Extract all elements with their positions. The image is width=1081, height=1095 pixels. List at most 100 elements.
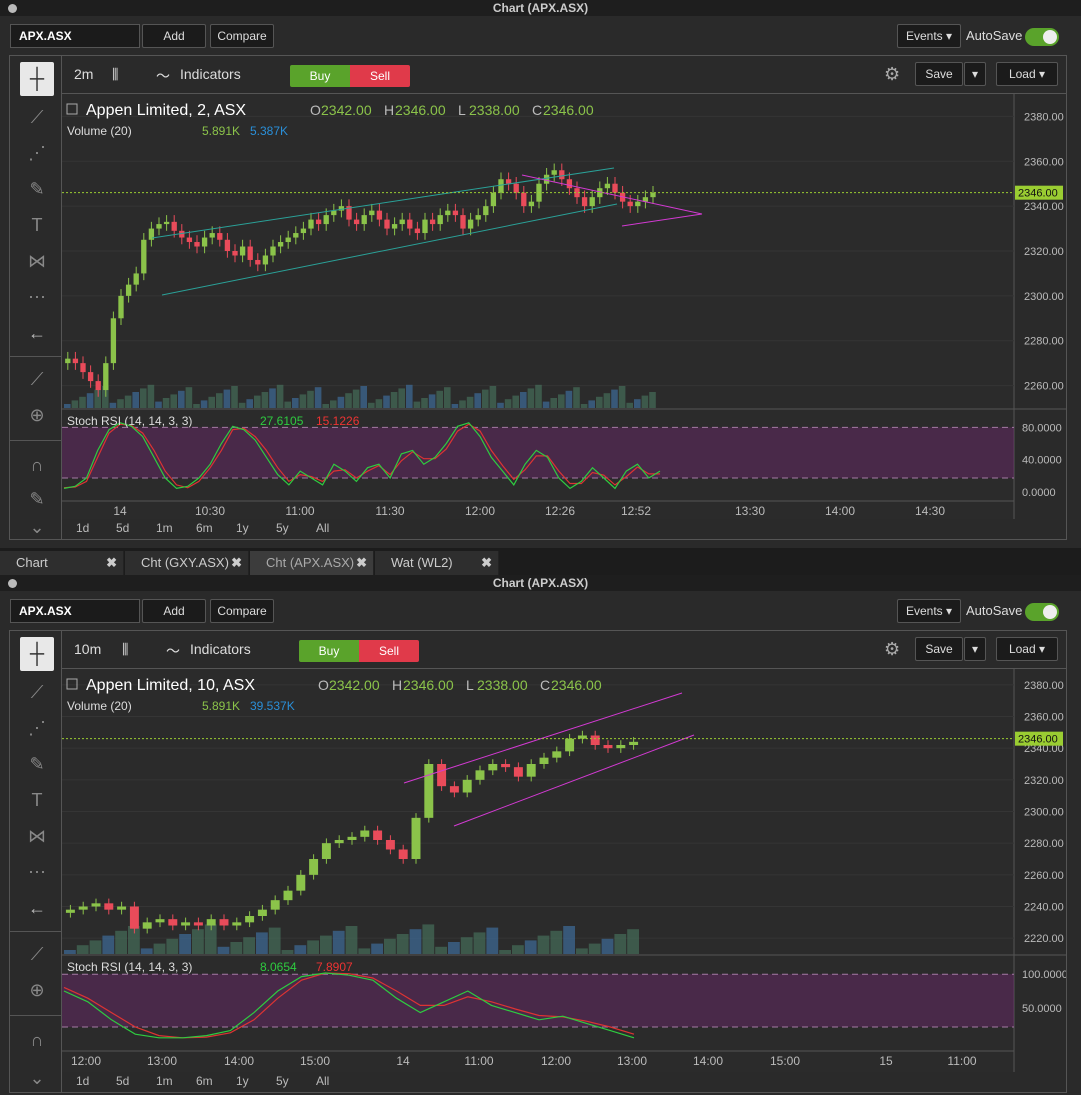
events-dropdown[interactable]: Events ▾ (897, 599, 961, 623)
save-dropdown-icon[interactable]: ▾ (964, 637, 986, 661)
candle-body (283, 890, 293, 901)
volume-bar (435, 946, 447, 954)
range-button-all[interactable]: All (316, 1074, 330, 1088)
close-icon[interactable]: ✖ (356, 555, 367, 570)
pencil-lock-icon[interactable]: ✎ (29, 488, 45, 509)
tab-chart[interactable]: Chart ✖ (0, 551, 124, 575)
range-button-1d[interactable]: 1d (76, 521, 90, 535)
crosshair-icon[interactable]: ┼ (20, 637, 54, 671)
crosshair-icon[interactable]: ┼ (20, 62, 54, 96)
back-arrow-icon[interactable]: ← (28, 897, 46, 918)
volume-bar (396, 934, 409, 954)
compare-button[interactable]: Compare (210, 24, 274, 48)
range-button-5d[interactable]: 5d (116, 521, 130, 535)
pitchfork-icon[interactable]: ⋰ (28, 717, 46, 738)
text-tool-icon[interactable]: T (31, 789, 43, 810)
measure-icon[interactable]: ⋯ (28, 286, 46, 307)
magnet-icon[interactable]: ∩ (30, 454, 44, 475)
brush-icon[interactable]: ✎ (29, 178, 45, 199)
chevron-down-icon[interactable]: ⌄ (29, 1067, 45, 1088)
range-bar: 1d 5d 1m 6m 1y 5y All (62, 1070, 1066, 1092)
tab-label: Cht (APX.ASX) (266, 555, 355, 570)
range-button-6m[interactable]: 6m (196, 1074, 213, 1088)
close-icon[interactable]: ✖ (231, 555, 242, 570)
autosave-toggle[interactable] (1025, 28, 1059, 46)
autosave-toggle[interactable] (1025, 603, 1059, 621)
back-arrow-icon[interactable]: ← (28, 322, 46, 343)
close-icon[interactable]: ✖ (481, 555, 492, 570)
y-tick-label: 2380.00 (1024, 680, 1064, 692)
magnet-icon[interactable]: ∩ (30, 1029, 44, 1050)
candle-body (331, 210, 337, 216)
range-button-1y[interactable]: 1y (236, 1074, 249, 1088)
chart-window-1: Chart (APX.ASX) APX.ASX Add Compare Even… (0, 0, 1081, 548)
events-dropdown[interactable]: Events ▾ (897, 24, 961, 48)
sell-button[interactable]: Sell (350, 65, 410, 87)
range-button-1y[interactable]: 1y (236, 521, 249, 535)
range-button-all[interactable]: All (316, 521, 330, 535)
measure-icon[interactable]: ⋯ (28, 861, 46, 882)
volume-bar (626, 402, 633, 408)
indicators-icon[interactable]: 〜 (156, 68, 170, 84)
zoom-icon[interactable]: ⊕ (29, 404, 45, 425)
price-chart[interactable]: 2380.00 2360.00 2340.00 2320.00 2300.00 2280.… (62, 94, 1066, 519)
save-dropdown-icon[interactable]: ▾ (964, 62, 986, 86)
pattern-icon[interactable]: ⋈ (28, 250, 46, 271)
candle-body (224, 239, 231, 251)
candle-body (346, 206, 352, 220)
buy-button[interactable]: Buy (299, 640, 359, 662)
volume-bar (421, 398, 428, 408)
gear-icon[interactable]: ⚙ (884, 639, 901, 659)
load-dropdown[interactable]: Load ▾ (996, 637, 1058, 661)
compare-button[interactable]: Compare (210, 599, 274, 623)
sell-button[interactable]: Sell (359, 640, 419, 662)
tab-cht-apx[interactable]: Cht (APX.ASX) ✖ (250, 551, 374, 575)
candle-body (296, 874, 306, 891)
range-button-5d[interactable]: 5d (116, 1074, 130, 1088)
symbol-input[interactable]: APX.ASX (10, 24, 140, 48)
range-button-1d[interactable]: 1d (76, 1074, 90, 1088)
window-dot-icon[interactable] (8, 579, 17, 588)
indicators-button[interactable]: Indicators (180, 66, 241, 82)
ruler-icon[interactable]: ⟋ (30, 943, 44, 964)
indicators-icon[interactable]: 〜 (166, 643, 180, 659)
brush-icon[interactable]: ✎ (29, 753, 45, 774)
tab-wat-wl2[interactable]: Wat (WL2) ✖ (375, 551, 499, 575)
text-tool-icon[interactable]: T (31, 214, 43, 235)
line-tool-icon[interactable]: ⟋ (30, 681, 44, 702)
range-button-6m[interactable]: 6m (196, 521, 213, 535)
range-button-1m[interactable]: 1m (156, 1074, 173, 1088)
gear-icon[interactable]: ⚙ (884, 64, 901, 84)
chevron-down-icon[interactable]: ⌄ (29, 516, 45, 537)
indicators-button[interactable]: Indicators (190, 641, 251, 657)
volume-bar (64, 950, 76, 954)
line-tool-icon[interactable]: ⟋ (30, 106, 44, 127)
ohlc-label: H (392, 677, 402, 693)
close-icon[interactable]: ✖ (106, 555, 117, 570)
range-button-1m[interactable]: 1m (156, 521, 173, 535)
pattern-icon[interactable]: ⋈ (28, 825, 46, 846)
price-chart[interactable]: 2380.00 2360.00 2340.00 2320.00 2300.00 2280.… (62, 669, 1066, 1072)
symbol-input[interactable]: APX.ASX (10, 599, 140, 623)
candle-type-icon[interactable]: ⫼ (122, 641, 129, 657)
interval-selector[interactable]: 2m (74, 66, 94, 82)
zoom-icon[interactable]: ⊕ (29, 979, 45, 1000)
candle-body (526, 764, 536, 777)
range-button-5y[interactable]: 5y (276, 1074, 289, 1088)
candle-type-icon[interactable]: ⫼ (112, 66, 119, 82)
add-button[interactable]: Add (142, 24, 206, 48)
save-button[interactable]: Save (915, 637, 963, 661)
ohlc-value: 2346.00 (551, 677, 602, 693)
buy-button[interactable]: Buy (290, 65, 350, 87)
interval-selector[interactable]: 10m (74, 641, 102, 657)
range-button-5y[interactable]: 5y (276, 521, 289, 535)
add-button[interactable]: Add (142, 599, 206, 623)
ruler-icon[interactable]: ⟋ (30, 368, 44, 389)
load-dropdown[interactable]: Load ▾ (996, 62, 1058, 86)
window-dot-icon[interactable] (8, 4, 17, 13)
candle-body (521, 192, 527, 207)
pitchfork-icon[interactable]: ⋰ (28, 142, 46, 163)
autosave-label: AutoSave (966, 28, 1023, 43)
save-button[interactable]: Save (915, 62, 963, 86)
tab-cht-gxy[interactable]: Cht (GXY.ASX) ✖ (125, 551, 249, 575)
